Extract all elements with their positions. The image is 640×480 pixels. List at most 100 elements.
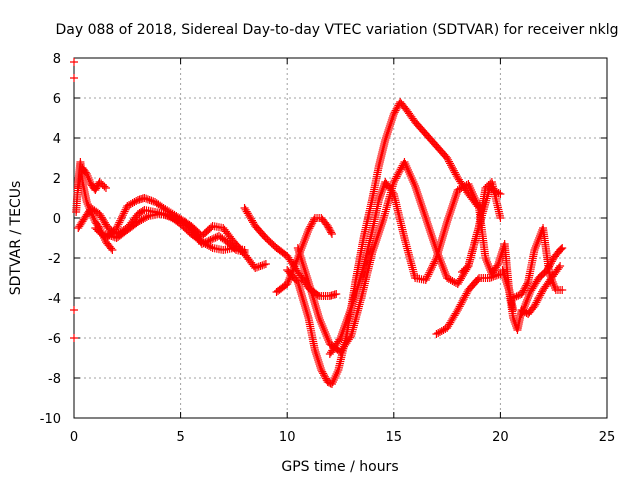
data-point [440,268,449,276]
data-point [413,188,422,196]
data-point [456,300,465,309]
data-point [378,218,387,226]
data-point [532,242,541,250]
data-point [369,246,378,254]
data-point [333,368,342,376]
data-point [315,314,324,322]
data-point [84,174,93,182]
data-point [554,263,563,272]
data-point [302,272,311,280]
data-point [82,198,91,206]
data-point [141,214,150,222]
data-point [389,178,398,186]
data-point [81,168,90,177]
data-point [451,170,460,179]
data-point [450,168,459,177]
data-point [459,295,468,304]
data-point [452,307,461,316]
data-point [121,205,130,214]
data-point [337,330,346,338]
data-point [451,194,460,202]
data-point [428,234,437,242]
data-point [112,224,121,232]
data-point [485,264,494,272]
data-point [407,174,416,182]
data-point [384,126,393,134]
data-point [125,201,134,209]
data-point [70,334,78,342]
data-point [439,264,448,272]
data-point [240,246,249,254]
data-point [374,230,383,238]
data-point [557,245,566,253]
data-point [410,180,419,188]
y-tick-label: 0 [53,212,61,227]
data-point [415,194,424,202]
data-point [416,198,425,206]
data-point [371,240,380,248]
data-point [299,240,308,248]
data-point [509,294,518,302]
data-point [503,280,512,288]
data-point [423,220,432,228]
x-tick-label: 15 [386,430,403,445]
data-point [320,326,329,334]
data-point [149,197,158,206]
data-point [525,290,534,298]
data-point [444,155,453,164]
data-point [518,308,527,316]
data-point [130,198,139,206]
data-point [370,242,379,250]
data-point [443,216,452,224]
data-point [322,332,331,340]
data-point [354,280,363,288]
data-point [208,235,217,244]
data-point [499,270,508,278]
data-point [521,300,530,308]
data-point [320,328,329,336]
data-point [295,248,304,256]
data-point [314,358,323,366]
data-point [446,161,455,170]
data-point [423,218,432,226]
data-point [376,224,385,232]
data-point [473,200,482,208]
data-point [424,222,433,230]
data-point [421,212,430,220]
data-point [447,163,456,172]
data-point [206,236,215,244]
data-point [462,289,471,298]
data-point [489,272,498,281]
data-point [411,184,420,192]
data-point [392,172,401,181]
data-point [377,190,386,198]
y-tick-label: -6 [48,332,61,347]
data-point [317,320,326,328]
data-point [298,260,307,268]
data-point [374,196,383,204]
data-point [454,304,463,313]
data-point [412,186,421,194]
data-point [385,122,394,130]
data-point [341,320,350,328]
data-point [302,232,311,240]
data-point [305,224,314,233]
data-point [316,316,324,324]
data-point [393,170,402,179]
data-point [523,294,532,302]
data-point [383,130,392,138]
data-point [85,176,94,184]
data-point [404,168,413,176]
data-point [503,282,512,290]
data-point [419,208,428,216]
data-point [445,212,454,220]
data-point [430,257,439,266]
data-point [107,244,116,253]
data-point [534,294,543,303]
data-point [293,244,302,252]
data-point [116,216,125,225]
data-point [117,214,126,223]
data-point [379,184,388,192]
data-point [137,216,146,224]
data-point [472,198,481,206]
